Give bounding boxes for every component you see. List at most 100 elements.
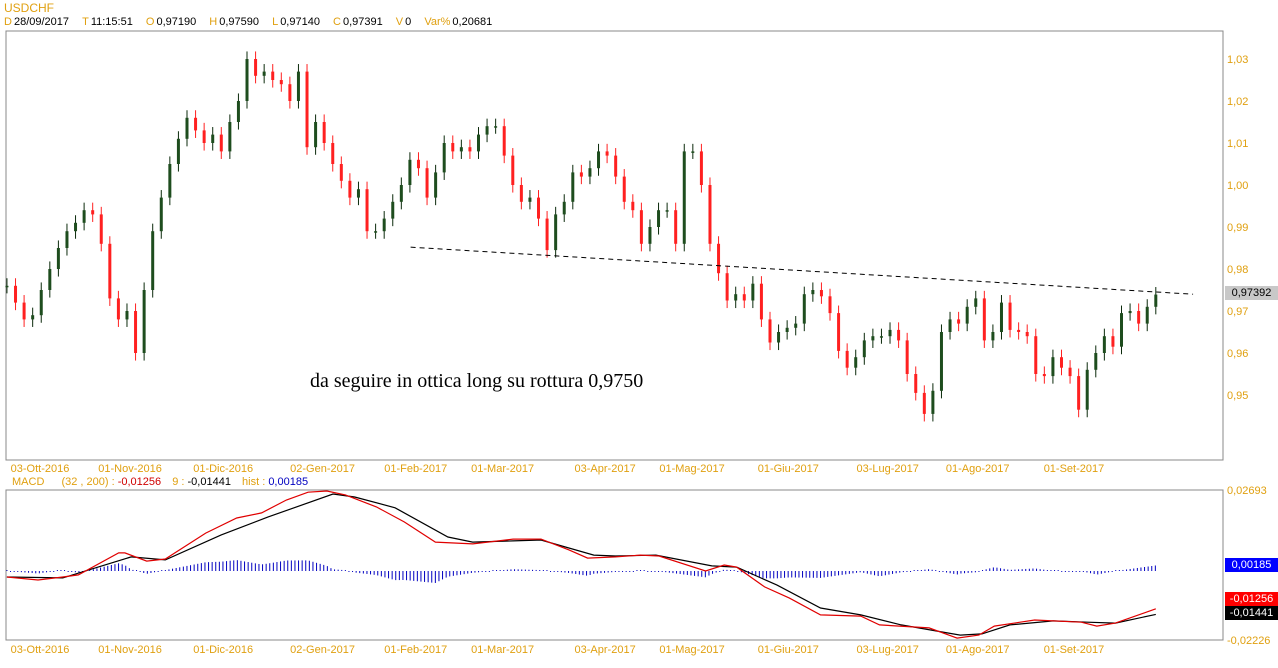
open-value: 0,97190 xyxy=(156,16,197,28)
candle-body xyxy=(579,172,583,177)
candle-body xyxy=(185,117,189,139)
candle-body xyxy=(597,151,601,169)
close-value: 0,97391 xyxy=(342,16,383,28)
candle-body xyxy=(151,231,155,290)
candle-body xyxy=(416,159,420,169)
candle-body xyxy=(48,269,52,290)
date-axis-label: 03-Ott-2016 xyxy=(11,463,70,475)
candle-body xyxy=(1025,332,1029,337)
open-key: O xyxy=(145,16,155,28)
hist-value-tag: 0,00185 xyxy=(1225,558,1278,572)
candle-body xyxy=(605,151,609,156)
date-axis-label: 01-Mag-2017 xyxy=(659,644,724,656)
candle-body xyxy=(854,357,858,368)
date-axis-label: 01-Giu-2017 xyxy=(758,644,819,656)
price-axis-label: 0,95 xyxy=(1227,390,1248,402)
macd-axis-label: -0,02226 xyxy=(1227,635,1270,647)
date-axis-label: 01-Nov-2016 xyxy=(98,644,162,656)
candle-body xyxy=(674,210,678,244)
var-key: Var% xyxy=(424,16,451,28)
signal-legend-value: -0,01441 xyxy=(187,476,231,488)
candle-body xyxy=(862,340,866,358)
candle-body xyxy=(691,151,695,153)
volume-key: V xyxy=(395,16,404,28)
date-axis-label: 01-Ago-2017 xyxy=(946,463,1010,475)
candle-body xyxy=(56,248,60,269)
macd-panel xyxy=(5,489,1224,641)
high-value: 0,97590 xyxy=(219,16,259,28)
date-axis-label: 02-Gen-2017 xyxy=(290,644,355,656)
candle-body xyxy=(176,138,180,164)
close-key: C xyxy=(333,16,341,28)
macd-legend-value: -0,01256 xyxy=(117,476,162,488)
candle-body xyxy=(1017,329,1021,332)
candle-body xyxy=(1059,357,1063,368)
candles xyxy=(5,51,1194,422)
candle-body xyxy=(717,243,721,274)
var-value: 0,20681 xyxy=(452,16,493,28)
candle-body xyxy=(142,290,146,353)
candle-body xyxy=(476,134,480,152)
candle-body xyxy=(974,298,978,307)
candle-body xyxy=(759,283,763,320)
candle-body xyxy=(922,392,926,414)
candle-body xyxy=(828,296,832,314)
candle-body xyxy=(802,294,806,324)
price-axis-label: 1,02 xyxy=(1227,96,1248,108)
candle-body xyxy=(725,273,729,301)
candle-body xyxy=(999,302,1003,332)
date-key: D xyxy=(4,16,12,28)
price-axis-label: 0,99 xyxy=(1227,222,1248,234)
candle-body xyxy=(742,294,746,301)
candle-body xyxy=(5,285,9,288)
candle-body xyxy=(194,117,198,131)
price-axis-label: 1,01 xyxy=(1227,138,1248,150)
candle-body xyxy=(31,315,35,320)
candle-body xyxy=(485,126,489,135)
candle-body xyxy=(1094,353,1098,370)
macd-value-tag: -0,01256 xyxy=(1225,592,1278,606)
date-axis-label: 01-Set-2017 xyxy=(1044,644,1105,656)
high-key: H xyxy=(209,16,218,28)
candle-body xyxy=(1051,357,1055,377)
candle-body xyxy=(382,218,386,232)
candle-body xyxy=(442,143,446,173)
date-axis-label: 02-Gen-2017 xyxy=(290,463,355,475)
candle-body xyxy=(811,290,815,295)
candle-body xyxy=(391,201,395,219)
candle-body xyxy=(699,151,703,185)
date-axis-label: 03-Apr-2017 xyxy=(575,644,636,656)
candle-body xyxy=(545,218,549,251)
date-axis-label: 01-Dic-2016 xyxy=(193,463,253,475)
candle-body xyxy=(965,306,969,324)
candle-body xyxy=(914,374,918,393)
price-axis-label: 0,98 xyxy=(1227,264,1248,276)
candle-body xyxy=(339,164,343,181)
candle-body xyxy=(734,294,738,301)
candle-body xyxy=(665,210,669,212)
candle-body xyxy=(502,126,506,156)
macd-panel-frame xyxy=(5,489,1224,641)
low-key: L xyxy=(272,16,279,28)
date-axis-label: 01-Mag-2017 xyxy=(659,463,724,475)
price-panel-frame xyxy=(5,30,1224,461)
candle-body xyxy=(751,283,755,301)
candle-body xyxy=(296,71,300,101)
candle-body xyxy=(562,201,566,215)
candle-body xyxy=(22,302,26,320)
candle-body xyxy=(777,332,781,343)
candle-body xyxy=(639,210,643,244)
candle-body xyxy=(845,350,849,368)
candle-body xyxy=(245,59,249,101)
candle-body xyxy=(931,390,935,414)
price-axis-label: 1,00 xyxy=(1227,180,1248,192)
candle-body xyxy=(554,214,558,251)
last-price-tag: 0,97392 xyxy=(1225,286,1278,300)
date-axis-label: 03-Apr-2017 xyxy=(575,463,636,475)
candle-body xyxy=(14,285,18,303)
candle-body xyxy=(74,222,78,232)
candle-body xyxy=(322,122,326,143)
candle-body xyxy=(897,329,901,341)
time-key: T xyxy=(82,16,89,28)
